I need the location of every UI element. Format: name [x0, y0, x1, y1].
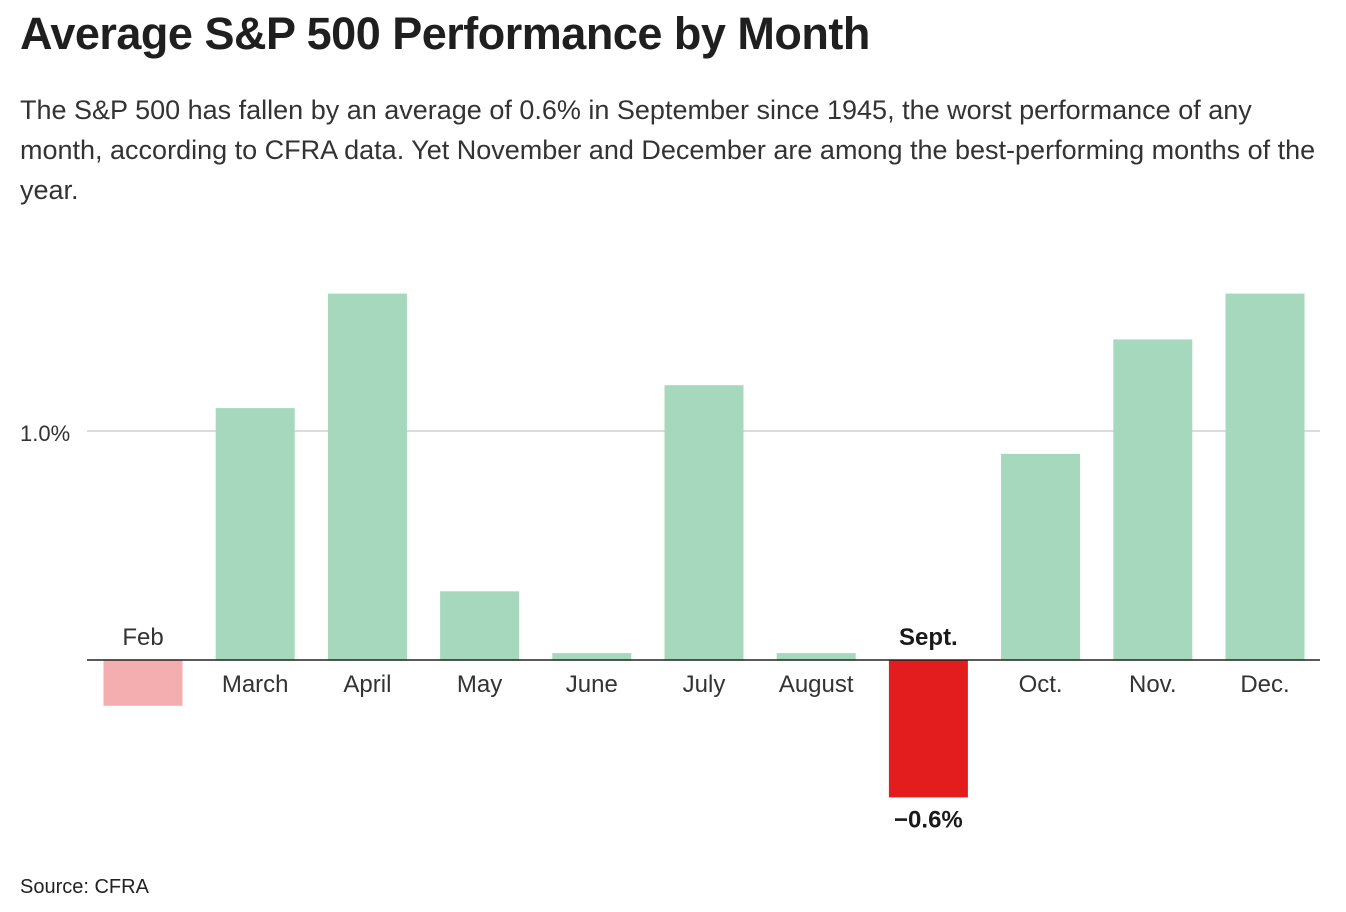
- bar: [1001, 453, 1081, 660]
- category-label: Nov.: [1129, 671, 1177, 698]
- bars-layer: [103, 293, 1305, 798]
- chart-title: Average S&P 500 Performance by Month: [20, 8, 870, 59]
- category-label: Oct.: [1019, 671, 1063, 698]
- bar: [1225, 293, 1305, 660]
- bar: [215, 408, 295, 660]
- category-label: Dec.: [1240, 671, 1289, 698]
- bar: [776, 653, 856, 660]
- category-label: Sept.: [899, 624, 958, 651]
- bar: [327, 293, 407, 660]
- bar: [1113, 339, 1193, 660]
- category-label: June: [566, 671, 618, 698]
- category-label: August: [779, 671, 854, 698]
- bar: [888, 660, 968, 798]
- labels-layer: 1.0% Feb March April May June July August Sept. −…: [20, 421, 1290, 833]
- bar: [664, 385, 744, 660]
- bar: [103, 660, 183, 706]
- category-label: May: [457, 671, 502, 698]
- source-note: Source: CFRA: [20, 876, 149, 898]
- category-label: July: [683, 671, 726, 698]
- value-label: −0.6%: [894, 806, 963, 833]
- category-label: March: [222, 671, 289, 698]
- y-tick-label: 1.0%: [20, 421, 70, 446]
- bar: [552, 653, 632, 660]
- chart-subtitle: The S&P 500 has fallen by an average of …: [20, 95, 1316, 205]
- category-label: Feb: [122, 624, 163, 651]
- category-label: April: [343, 671, 391, 698]
- bar: [440, 591, 520, 660]
